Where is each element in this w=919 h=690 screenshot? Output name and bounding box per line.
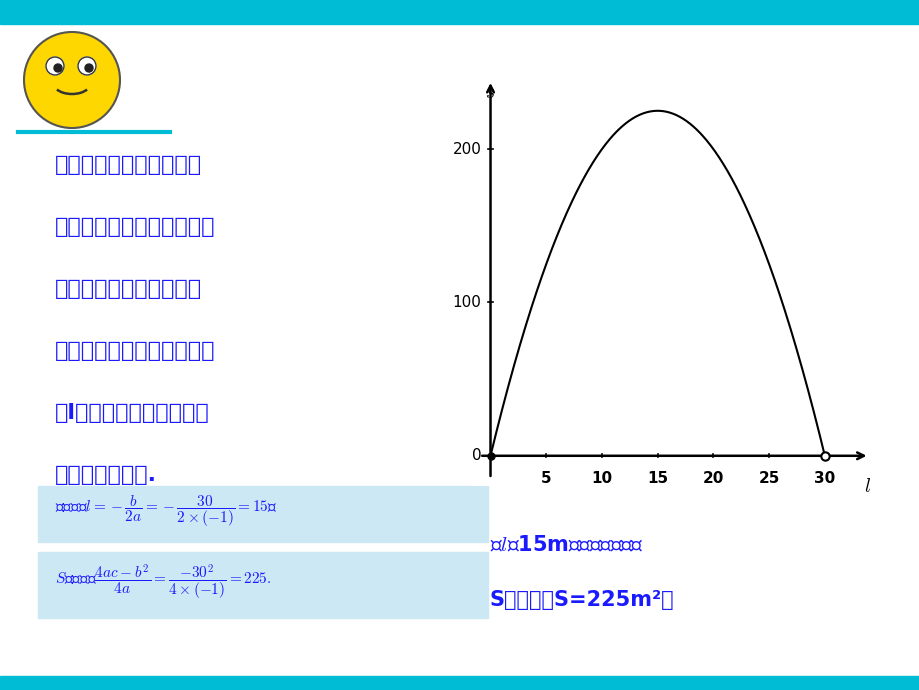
Text: 200: 200 [452, 141, 481, 157]
Text: 10: 10 [591, 471, 612, 486]
Text: 个函数有最大值.: 个函数有最大值. [55, 465, 157, 485]
Text: 20: 20 [702, 471, 723, 486]
Text: 这条抛物线的顶点是函数: 这条抛物线的顶点是函数 [55, 279, 202, 299]
Bar [38, 486, 487, 542]
Text: 象是一条抛物线的一部分，: 象是一条抛物线的一部分， [55, 217, 215, 237]
Text: 即$l$是15m时，场地的面积: 即$l$是15m时，场地的面积 [490, 535, 643, 555]
Text: 图象的最高点，也就是说，: 图象的最高点，也就是说， [55, 341, 215, 361]
Text: 15: 15 [646, 471, 667, 486]
Circle shape [85, 64, 93, 72]
Bar [0, 0, 919, 24]
Circle shape [46, 57, 64, 75]
Text: S最大．（S=225m²）: S最大．（S=225m²） [490, 590, 674, 610]
Bar [38, 552, 487, 618]
Text: $S$有最大值$\dfrac{4ac-b^2}{4a}=\dfrac{-30^2}{4\times(-1)}=225.$: $S$有最大值$\dfrac{4ac-b^2}{4a}=\dfrac{-30^2… [55, 562, 271, 601]
Text: 当l取顶点的横坐标时，这: 当l取顶点的横坐标时，这 [55, 403, 210, 423]
Text: 30: 30 [813, 471, 834, 486]
Circle shape [54, 64, 62, 72]
Circle shape [24, 32, 119, 128]
Text: 因此，当$l=-\dfrac{b}{2a}=-\dfrac{30}{2\times(-1)}=15$时: 因此，当$l=-\dfrac{b}{2a}=-\dfrac{30}{2\time… [55, 493, 278, 529]
Text: $l$: $l$ [863, 477, 870, 496]
Circle shape [78, 57, 96, 75]
Text: 100: 100 [452, 295, 481, 310]
Text: $s$: $s$ [484, 83, 494, 102]
Text: 5: 5 [540, 471, 551, 486]
Bar [0, 676, 919, 690]
Text: 25: 25 [757, 471, 779, 486]
Text: 可以看出，这个函数的图: 可以看出，这个函数的图 [55, 155, 202, 175]
Text: 0: 0 [471, 448, 481, 463]
